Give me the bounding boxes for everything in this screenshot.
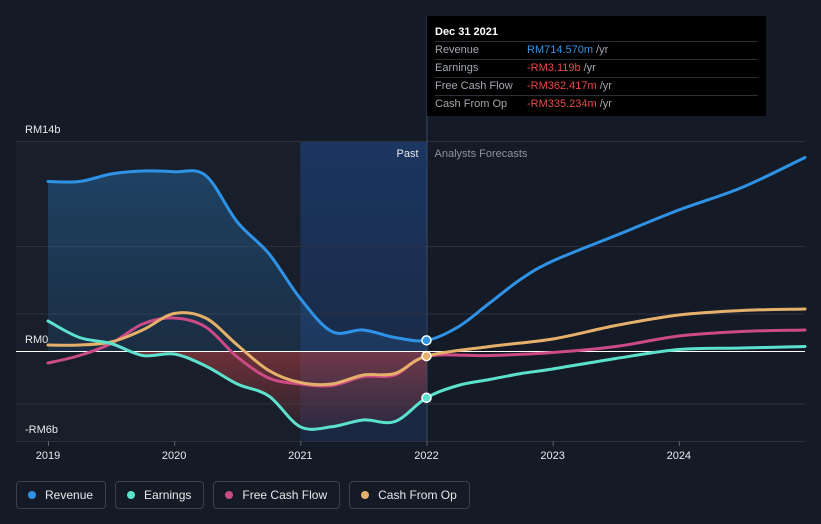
x-tick-label: 2020 [162,450,186,462]
tooltip-value: -RM3.119b [527,62,581,74]
x-tick-label: 2024 [667,450,691,462]
data-marker [421,392,432,404]
legend-label: Earnings [144,488,192,502]
tooltip-label: Cash From Op [435,98,508,110]
legend-dot-icon [127,491,136,499]
tooltip-row-revenue: Revenue RM714.570m /yr [435,41,758,59]
legend-dot-icon [225,491,234,499]
x-tick-label: 2021 [288,450,312,462]
tooltip-row-earnings: Earnings -RM3.119b /yr [435,59,758,77]
tooltip-row-free-cash-flow: Free Cash Flow -RM362.417m /yr [435,77,758,95]
series-line-earnings [46,319,807,431]
series-line-cash-from-op [46,307,807,387]
tooltip-label: Earnings [435,62,479,74]
legend-dot-icon [28,491,36,499]
tooltip-value: RM714.570m [527,44,594,56]
legend-dot-icon [361,491,370,499]
tooltip-value: -RM362.417m [527,80,597,92]
data-marker [421,350,432,362]
legend-item-earnings[interactable]: Earnings [115,481,205,509]
tooltip-unit: /yr [599,80,612,92]
chart-tooltip: Dec 31 2021 Revenue RM714.570m /yr Earni… [427,16,766,116]
tooltip-row-cash-from-op: Cash From Op -RM335.234m /yr [435,95,758,113]
earnings-negative-area [48,351,427,430]
tooltip-label: Free Cash Flow [435,80,513,92]
y-tick-label: RM0 [25,334,48,346]
legend-label: Free Cash Flow [242,488,328,502]
tooltip-value: -RM335.234m [527,98,597,110]
series-line-revenue [46,156,807,343]
past-label: Past [396,148,418,160]
tooltip-date: Dec 31 2021 [435,26,498,38]
legend-item-free-cash-flow[interactable]: Free Cash Flow [213,481,341,509]
legend-label: Revenue [45,488,94,502]
tooltip-label: Revenue [435,44,480,56]
x-tick-label: 2019 [36,450,60,462]
y-tick-label: -RM6b [25,424,58,436]
forecast-label: Analysts Forecasts [435,148,528,160]
legend-item-revenue[interactable]: Revenue [16,481,107,509]
data-marker [421,335,432,346]
chart-legend: Revenue Earnings Free Cash Flow Cash Fro… [16,481,470,509]
x-tick-label: 2023 [540,450,564,462]
tooltip-unit: /yr [583,62,596,74]
revenue-area [48,170,427,351]
x-tick-label: 2022 [414,450,438,462]
legend-item-cash-from-op[interactable]: Cash From Op [349,481,470,509]
tooltip-unit: /yr [599,98,612,110]
y-tick-label: RM14b [25,124,60,136]
legend-label: Cash From Op [378,488,457,502]
tooltip-unit: /yr [596,44,609,56]
